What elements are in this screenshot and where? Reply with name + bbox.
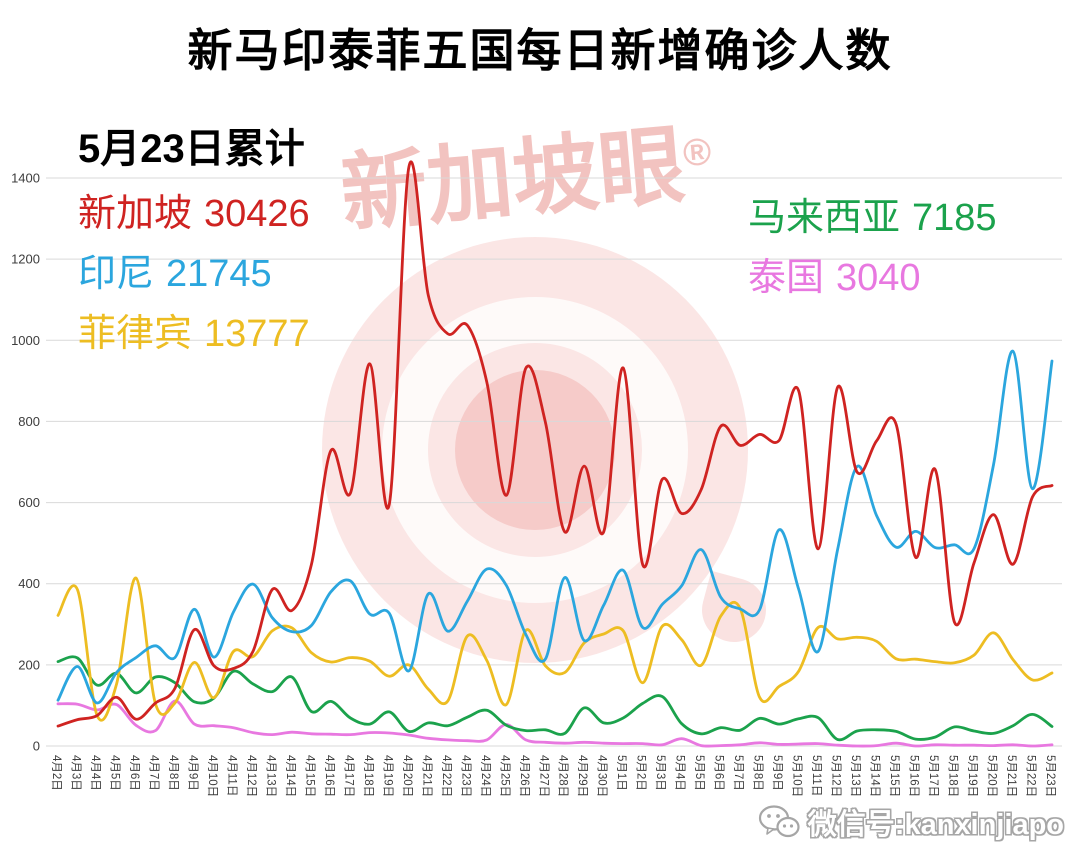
svg-text:800: 800 — [18, 414, 40, 429]
svg-text:4月17日: 4月17日 — [342, 755, 354, 797]
svg-text:4月30日: 4月30日 — [596, 755, 608, 797]
svg-text:4月28日: 4月28日 — [557, 755, 569, 797]
svg-text:4月18日: 4月18日 — [362, 755, 374, 797]
svg-text:4月24日: 4月24日 — [479, 755, 491, 797]
legend-label: 菲律宾 — [78, 313, 193, 355]
svg-text:4月27日: 4月27日 — [537, 755, 549, 797]
legend-item-singapore: 新加坡 30426 — [78, 182, 310, 237]
legend-item-indonesia: 印尼 21745 — [78, 242, 272, 297]
svg-text:4月23日: 4月23日 — [459, 755, 471, 797]
legend-value: 30426 — [204, 193, 310, 235]
watermark-logo-core — [455, 370, 615, 530]
svg-text:4月7日: 4月7日 — [148, 755, 160, 791]
svg-text:1000: 1000 — [11, 333, 40, 348]
svg-text:4月22日: 4月22日 — [440, 755, 452, 797]
svg-text:5月11日: 5月11日 — [810, 755, 822, 796]
svg-text:5月4日: 5月4日 — [674, 755, 686, 791]
legend-label: 马来西亚 — [748, 197, 901, 239]
legend-item-malaysia: 马来西亚 7185 — [748, 186, 997, 241]
svg-text:5月20日: 5月20日 — [986, 755, 998, 797]
svg-text:4月21日: 4月21日 — [420, 755, 432, 797]
svg-text:5月19日: 5月19日 — [966, 755, 978, 797]
legend-value: 21745 — [166, 253, 272, 295]
svg-text:1400: 1400 — [11, 171, 40, 186]
svg-text:5月7日: 5月7日 — [732, 755, 744, 791]
wechat-icon — [758, 805, 800, 838]
svg-text:5月6日: 5月6日 — [713, 755, 725, 791]
svg-text:600: 600 — [18, 495, 40, 510]
svg-text:5月18日: 5月18日 — [947, 755, 959, 797]
svg-text:1200: 1200 — [11, 252, 40, 267]
svg-text:4月4日: 4月4日 — [89, 755, 101, 791]
svg-text:0: 0 — [33, 739, 40, 754]
svg-text:5月22日: 5月22日 — [1025, 755, 1037, 797]
wechat-id: 微信号:kanxinjiapo — [807, 809, 1064, 841]
svg-text:4月14日: 4月14日 — [284, 755, 296, 797]
summary-heading: 5月23日累计 — [78, 127, 305, 171]
svg-text:5月1日: 5月1日 — [615, 755, 627, 791]
legend-item-philippines: 菲律宾 13777 — [78, 302, 310, 357]
svg-text:4月19日: 4月19日 — [381, 755, 393, 797]
legend-label: 印尼 — [78, 253, 155, 295]
svg-text:4月5日: 4月5日 — [109, 755, 121, 791]
wechat-footer: 微信号:kanxinjiapo — [758, 801, 1064, 843]
svg-text:4月6日: 4月6日 — [128, 755, 140, 791]
svg-text:5月17日: 5月17日 — [927, 755, 939, 797]
page-title: 新马印泰菲五国每日新增确诊人数 — [187, 25, 893, 76]
svg-text:4月20日: 4月20日 — [401, 755, 413, 797]
svg-text:4月2日: 4月2日 — [50, 755, 62, 791]
svg-text:4月29日: 4月29日 — [576, 755, 588, 797]
svg-text:4月13日: 4月13日 — [264, 755, 276, 797]
svg-text:5月9日: 5月9日 — [771, 755, 783, 791]
svg-text:4月11日: 4月11日 — [225, 755, 237, 796]
svg-text:4月8日: 4月8日 — [167, 755, 179, 791]
svg-text:5月2日: 5月2日 — [635, 755, 647, 791]
legend-value: 3040 — [836, 257, 921, 299]
svg-text:5月3日: 5月3日 — [654, 755, 666, 791]
svg-text:4月10日: 4月10日 — [206, 755, 218, 797]
svg-text:4月16日: 4月16日 — [323, 755, 335, 797]
svg-text:4月9日: 4月9日 — [186, 755, 198, 791]
svg-text:4月25日: 4月25日 — [498, 755, 510, 797]
legend-value: 13777 — [204, 313, 310, 355]
svg-text:5月23日: 5月23日 — [1044, 755, 1056, 797]
svg-text:4月3日: 4月3日 — [70, 755, 82, 791]
svg-text:5月14日: 5月14日 — [869, 755, 881, 797]
svg-text:5月8日: 5月8日 — [752, 755, 764, 791]
legend-label: 泰国 — [748, 257, 825, 299]
svg-text:4月12日: 4月12日 — [245, 755, 257, 797]
svg-text:400: 400 — [18, 576, 40, 591]
legend-label: 新加坡 — [78, 193, 193, 235]
legend-value: 7185 — [912, 197, 997, 239]
svg-text:4月26日: 4月26日 — [518, 755, 530, 797]
svg-text:5月16日: 5月16日 — [908, 755, 920, 797]
svg-text:5月12日: 5月12日 — [830, 755, 842, 797]
svg-text:5月13日: 5月13日 — [849, 755, 861, 797]
svg-text:5月15日: 5月15日 — [888, 755, 900, 797]
svg-text:200: 200 — [18, 657, 40, 672]
svg-text:5月5日: 5月5日 — [693, 755, 705, 791]
svg-text:5月21日: 5月21日 — [1005, 755, 1017, 797]
legend-item-thailand: 泰国 3040 — [748, 246, 921, 301]
svg-text:5月10日: 5月10日 — [791, 755, 803, 797]
svg-text:4月15日: 4月15日 — [303, 755, 315, 797]
